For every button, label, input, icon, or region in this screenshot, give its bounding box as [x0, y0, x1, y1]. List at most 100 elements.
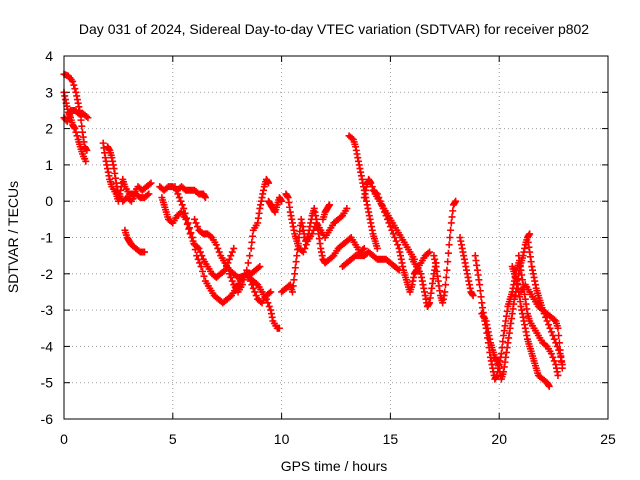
data-point: [275, 324, 283, 332]
y-tick-label: -4: [41, 338, 54, 354]
data-point: [545, 321, 553, 329]
y-tick-label: -2: [41, 266, 54, 282]
x-axis-label: GPS time / hours: [281, 458, 388, 474]
data-point: [308, 230, 316, 238]
data-point: [328, 253, 336, 261]
data-point: [546, 324, 554, 332]
data-point: [190, 240, 198, 248]
data-point: [383, 215, 391, 223]
data-point: [296, 227, 304, 235]
data-point: [225, 255, 233, 263]
data-point: [392, 237, 400, 245]
data-point: [555, 346, 563, 354]
data-point: [476, 287, 484, 295]
data-point: [446, 234, 454, 241]
data-point: [227, 273, 235, 281]
data-point: [212, 241, 220, 249]
data-point: [191, 246, 199, 254]
data-point: [278, 197, 286, 205]
data-point: [378, 201, 386, 209]
data-point: [201, 194, 209, 202]
y-tick-label: -5: [41, 375, 54, 391]
data-point: [143, 191, 151, 199]
data-point: [292, 258, 300, 266]
data-point: [174, 190, 182, 198]
data-point: [375, 194, 383, 202]
data-point: [337, 213, 345, 221]
data-point: [373, 244, 381, 252]
data-point: [545, 382, 553, 390]
data-point: [449, 207, 457, 215]
data-point: [78, 122, 86, 130]
data-point: [64, 114, 72, 122]
x-tick-label: 15: [383, 431, 399, 447]
data-point: [226, 293, 234, 301]
data-point: [547, 350, 555, 358]
data-point: [252, 279, 260, 287]
data-point: [228, 277, 236, 285]
data-point: [244, 259, 252, 267]
data-point: [359, 246, 367, 254]
data-point: [442, 281, 450, 289]
data-point: [180, 204, 188, 212]
data-point: [302, 241, 310, 249]
data-point: [373, 190, 381, 198]
data-point: [547, 328, 555, 336]
data-point: [540, 310, 548, 318]
data-point: [197, 263, 205, 271]
data-point: [145, 190, 153, 198]
data-point: [171, 183, 179, 191]
data-point: [178, 201, 186, 209]
data-point: [185, 224, 193, 232]
data-point: [550, 335, 558, 343]
data-point: [543, 317, 551, 325]
data-point: [187, 229, 195, 237]
data-point: [200, 272, 208, 280]
data-point: [83, 146, 91, 154]
data-point: [82, 113, 90, 120]
data-point: [381, 208, 389, 216]
data-point: [426, 248, 434, 256]
data-point: [225, 270, 233, 278]
data-point: [265, 179, 273, 187]
data-point: [539, 306, 547, 314]
data-point: [549, 353, 557, 361]
data-point: [293, 252, 301, 260]
data-point: [147, 179, 155, 187]
data-point: [249, 232, 257, 240]
data-point: [553, 342, 561, 350]
data-point: [265, 289, 273, 297]
data-point: [447, 226, 455, 234]
data-point: [196, 259, 204, 267]
data-point: [469, 292, 477, 300]
data-point: [193, 252, 201, 260]
data-point: [256, 263, 264, 271]
data-point: [146, 180, 154, 188]
data-point: [227, 252, 235, 260]
data-point: [249, 284, 257, 292]
data-point: [389, 230, 397, 238]
data-point: [191, 215, 199, 223]
data-point: [254, 264, 262, 272]
chart-title: Day 031 of 2024, Sidereal Day-to-day VTE…: [79, 21, 589, 37]
data-point: [251, 288, 259, 296]
data-point: [141, 248, 149, 256]
data-point: [193, 223, 201, 231]
data-point: [301, 244, 309, 252]
data-point: [246, 252, 254, 260]
data-point: [77, 116, 85, 124]
y-tick-label: 4: [45, 48, 53, 64]
data-point: [477, 293, 485, 301]
data-point: [291, 270, 299, 278]
y-tick-label: 2: [45, 121, 53, 137]
grid-lines: [64, 56, 608, 419]
data-point: [70, 81, 78, 89]
data-point: [550, 357, 558, 365]
y-tick-label: 3: [45, 84, 53, 100]
x-tick-label: 25: [600, 431, 616, 447]
data-series: [60, 70, 566, 390]
data-point: [444, 249, 452, 257]
data-point: [267, 288, 275, 296]
data-point: [367, 179, 375, 187]
data-point: [497, 350, 505, 358]
